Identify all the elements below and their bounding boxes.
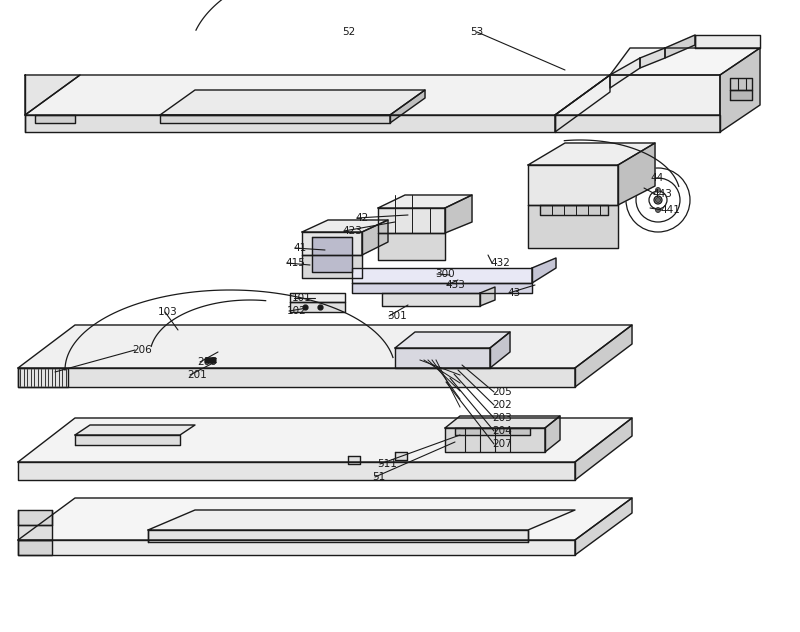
Polygon shape — [160, 90, 425, 115]
Polygon shape — [555, 115, 720, 132]
Polygon shape — [575, 325, 632, 387]
Polygon shape — [610, 58, 640, 88]
Polygon shape — [610, 48, 760, 75]
Polygon shape — [18, 325, 632, 368]
Text: 103: 103 — [158, 307, 178, 317]
Polygon shape — [555, 75, 720, 115]
Polygon shape — [618, 143, 655, 205]
Text: 43: 43 — [507, 288, 520, 298]
Polygon shape — [480, 287, 495, 306]
Text: 441: 441 — [660, 205, 680, 215]
Text: 53: 53 — [470, 27, 483, 37]
Text: 433: 433 — [445, 280, 465, 290]
Polygon shape — [540, 205, 608, 215]
Polygon shape — [575, 498, 632, 555]
Polygon shape — [395, 332, 510, 348]
Polygon shape — [160, 115, 390, 123]
Polygon shape — [18, 418, 632, 462]
Text: 443: 443 — [652, 189, 672, 199]
Polygon shape — [395, 452, 407, 460]
Polygon shape — [18, 540, 575, 555]
Text: 41: 41 — [293, 243, 306, 253]
Polygon shape — [445, 428, 545, 452]
Polygon shape — [532, 258, 556, 283]
Polygon shape — [378, 208, 445, 233]
Text: 300: 300 — [435, 269, 454, 279]
Polygon shape — [302, 255, 362, 278]
Polygon shape — [730, 90, 752, 100]
Polygon shape — [18, 368, 575, 387]
Text: 204: 204 — [492, 426, 512, 436]
Text: 51: 51 — [372, 472, 386, 482]
Polygon shape — [528, 143, 655, 165]
Polygon shape — [35, 115, 75, 123]
Polygon shape — [290, 293, 345, 302]
Polygon shape — [390, 90, 425, 123]
Text: 203: 203 — [492, 413, 512, 423]
Circle shape — [655, 207, 661, 212]
Circle shape — [655, 197, 661, 202]
Polygon shape — [395, 348, 490, 368]
Polygon shape — [18, 498, 632, 540]
Text: 44: 44 — [650, 173, 663, 183]
Polygon shape — [695, 35, 760, 48]
Polygon shape — [18, 462, 575, 480]
Polygon shape — [640, 48, 665, 68]
Polygon shape — [528, 205, 618, 248]
Polygon shape — [290, 302, 345, 312]
Polygon shape — [25, 75, 610, 115]
Text: 415: 415 — [285, 258, 305, 268]
Text: 207: 207 — [492, 439, 512, 449]
Polygon shape — [312, 237, 352, 272]
Polygon shape — [575, 418, 632, 480]
Text: 423: 423 — [342, 226, 362, 236]
Circle shape — [655, 188, 661, 193]
Text: 202: 202 — [492, 400, 512, 410]
Text: 301: 301 — [387, 311, 406, 321]
Text: 42: 42 — [355, 213, 368, 223]
Polygon shape — [445, 416, 560, 428]
Circle shape — [103, 528, 107, 532]
Polygon shape — [75, 435, 180, 445]
Text: 201: 201 — [187, 370, 206, 380]
Text: 205: 205 — [492, 387, 512, 397]
Polygon shape — [528, 165, 618, 205]
Polygon shape — [720, 48, 760, 132]
Polygon shape — [148, 530, 528, 542]
Polygon shape — [18, 525, 52, 540]
Polygon shape — [545, 416, 560, 452]
Polygon shape — [25, 115, 555, 132]
Polygon shape — [665, 35, 695, 58]
Polygon shape — [490, 332, 510, 368]
Polygon shape — [730, 78, 752, 90]
Text: 200: 200 — [197, 357, 217, 367]
Text: 52: 52 — [342, 27, 355, 37]
Polygon shape — [302, 220, 388, 232]
Polygon shape — [75, 425, 195, 435]
Circle shape — [654, 196, 662, 204]
Polygon shape — [352, 268, 532, 283]
Text: 432: 432 — [490, 258, 510, 268]
Text: 102: 102 — [287, 306, 306, 316]
Polygon shape — [148, 510, 575, 530]
Polygon shape — [382, 293, 480, 306]
Polygon shape — [362, 220, 388, 255]
Polygon shape — [445, 195, 472, 233]
Polygon shape — [378, 233, 445, 260]
Polygon shape — [455, 428, 530, 435]
Text: 511: 511 — [377, 459, 397, 469]
Text: 101: 101 — [292, 293, 312, 303]
Polygon shape — [18, 540, 52, 555]
Polygon shape — [348, 456, 360, 464]
Polygon shape — [302, 232, 362, 255]
Polygon shape — [378, 195, 472, 208]
Polygon shape — [25, 75, 80, 115]
Polygon shape — [352, 283, 532, 293]
Text: 206: 206 — [132, 345, 152, 355]
Polygon shape — [18, 510, 52, 525]
Polygon shape — [555, 75, 610, 132]
